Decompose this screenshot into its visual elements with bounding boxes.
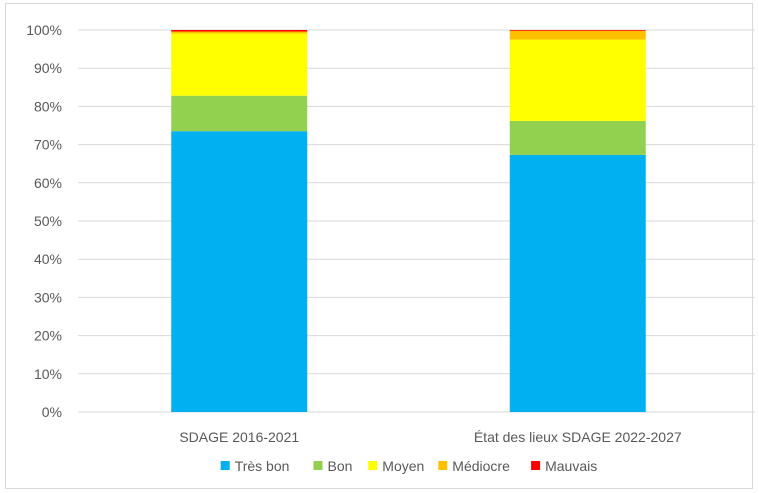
legend-label: Médiocre: [452, 458, 510, 474]
legend-label: Très bon: [235, 458, 290, 474]
axes: 0% 10% 20% 30% 40% 50% 60% 70% 80% 90% 100% SDAGE 2…: [26, 22, 682, 445]
legend-swatch: [220, 461, 230, 470]
bar-segment-mauvais: [171, 30, 308, 32]
bar-segment-mediocre: [171, 31, 308, 34]
legend-swatch: [368, 461, 378, 470]
bar-segment-bon: [171, 95, 308, 132]
y-tick-label: 10%: [34, 366, 62, 382]
bar-segment-moyen: [509, 39, 646, 121]
y-tick-label: 70%: [34, 137, 62, 153]
bar-segment-tres-bon: [171, 131, 308, 413]
legend-swatch: [438, 461, 448, 470]
legend-item-moyen: Moyen: [368, 458, 424, 474]
legend-label: Mauvais: [545, 458, 597, 474]
y-tick-label: 60%: [34, 175, 62, 191]
bar-segment-bon: [509, 120, 646, 155]
legend-swatch: [313, 461, 323, 470]
y-tick-label: 100%: [26, 22, 62, 38]
y-tick-label: 90%: [34, 60, 62, 76]
legend-item-bon: Bon: [313, 458, 353, 474]
y-tick-label: 20%: [34, 328, 62, 344]
legend-item-tres-bon: Très bon: [220, 458, 290, 474]
bar-segment-tres-bon: [509, 154, 646, 412]
bars: [171, 30, 646, 413]
legend-item-mediocre: Médiocre: [438, 458, 510, 474]
x-category-label: SDAGE 2016-2021: [179, 429, 299, 445]
legend-swatch: [531, 461, 541, 470]
y-tick-label: 50%: [34, 213, 62, 229]
bar-segment-moyen: [171, 33, 308, 96]
legend-label: Bon: [328, 458, 353, 474]
bar-segment-mauvais: [509, 30, 646, 31]
x-category-label: État des lieux SDAGE 2022-2027: [474, 429, 682, 445]
legend-item-mauvais: Mauvais: [531, 458, 597, 474]
legend-label: Moyen: [382, 458, 424, 474]
y-tick-label: 0%: [42, 404, 62, 420]
y-tick-label: 80%: [34, 98, 62, 114]
y-tick-label: 40%: [34, 251, 62, 267]
bar-segment-mediocre: [509, 30, 646, 40]
y-tick-label: 30%: [34, 289, 62, 305]
legend: Très bon Bon Moyen Médiocre Mauvais: [220, 458, 597, 474]
